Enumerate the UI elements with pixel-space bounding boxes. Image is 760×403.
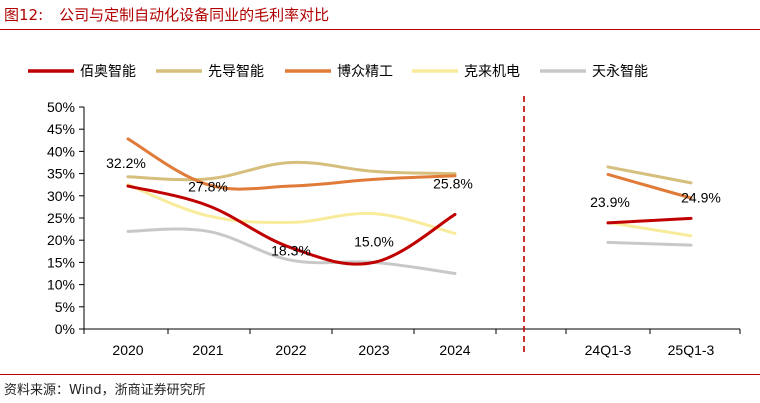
x-tick-label: 2024 [439,342,470,358]
footer-divider [0,374,760,375]
x-tick-label: 2022 [275,342,306,358]
figure-title-text: 公司与定制自动化设备同业的毛利率对比 [59,6,330,24]
y-tick-label: 35% [47,166,75,182]
x-tick-label: 2020 [112,342,143,358]
y-tick-label: 10% [47,277,75,293]
data-label: 27.8% [188,179,228,195]
data-label: 25.8% [433,175,473,191]
y-tick-label: 0% [55,321,75,337]
y-tick-label: 20% [47,232,75,248]
y-tick-label: 45% [47,121,75,137]
series-line-2-quarterly [606,165,693,185]
series-line-1-quarterly [606,216,693,225]
data-label: 24.9% [681,189,721,205]
series-line-5-annual [126,227,457,275]
y-tick-label: 50% [47,99,75,115]
y-tick-label: 5% [55,299,75,315]
legend-label: 天永智能 [592,63,648,79]
y-tick-label: 30% [47,188,75,204]
series-line-4-quarterly [606,220,693,238]
legend-label: 克来机电 [464,63,520,79]
data-label: 23.9% [590,194,630,210]
data-label: 32.2% [106,155,146,171]
data-label: 15.0% [354,233,394,249]
title-divider [0,29,760,30]
data-label: 18.3% [271,243,311,259]
series-line-1-annual [126,184,457,266]
x-tick-label: 25Q1-3 [668,342,715,358]
x-tick-label: 2021 [192,342,223,358]
series-line-4-annual [126,183,457,235]
series-line-5-quarterly [606,240,693,247]
series-line-3-annual [126,137,457,191]
legend-label: 佰奥智能 [80,63,136,79]
legend-label: 博众精工 [337,63,393,79]
line-chart: 0% 5% 10% 15% 20% 25% 30% 35% 40% 45% 50% 2020 2021 2… [28,63,741,358]
series-line-2-annual [126,160,457,182]
series-line-3-quarterly [606,172,693,200]
figure-title: 图12: 公司与定制自动化设备同业的毛利率对比 [4,4,329,25]
y-tick-label: 25% [47,210,75,226]
figure-number: 图12: [4,6,44,24]
x-tick-label: 2023 [358,342,389,358]
y-tick-label: 40% [47,143,75,159]
x-tick-label: 24Q1-3 [585,342,632,358]
source-note: 资料来源：Wind，浙商证券研究所 [4,383,206,398]
y-tick-label: 15% [47,254,75,270]
legend-label: 先导智能 [208,63,264,79]
